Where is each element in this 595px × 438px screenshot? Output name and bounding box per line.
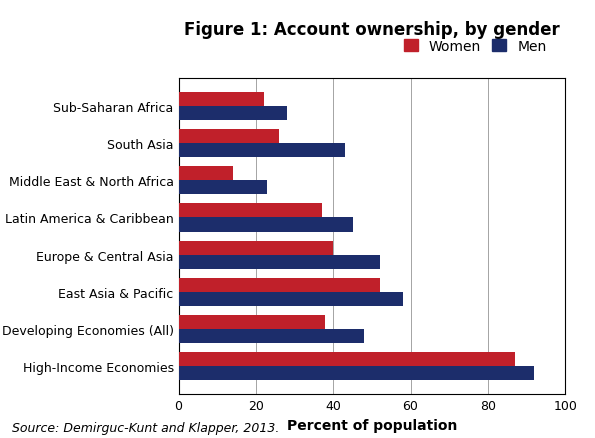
- Text: Source: Demirguc-Kunt and Klapper, 2013.: Source: Demirguc-Kunt and Klapper, 2013.: [12, 420, 279, 434]
- Bar: [178, 292, 403, 306]
- Bar: [178, 92, 264, 107]
- Title: Figure 1: Account ownership, by gender: Figure 1: Account ownership, by gender: [184, 21, 560, 39]
- Bar: [178, 144, 345, 158]
- Bar: [178, 204, 321, 218]
- Bar: [178, 315, 325, 329]
- X-axis label: Percent of population: Percent of population: [287, 417, 457, 431]
- Bar: [178, 218, 352, 232]
- Bar: [178, 329, 364, 343]
- Bar: [178, 241, 333, 255]
- Bar: [178, 278, 380, 292]
- Bar: [178, 366, 534, 381]
- Bar: [178, 255, 380, 269]
- Bar: [178, 352, 515, 366]
- Bar: [178, 107, 287, 121]
- Legend: Women, Men: Women, Men: [400, 35, 550, 57]
- Bar: [178, 167, 233, 181]
- Bar: [178, 130, 279, 144]
- Bar: [178, 181, 268, 195]
